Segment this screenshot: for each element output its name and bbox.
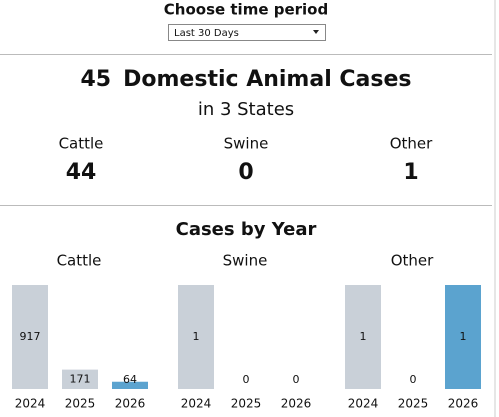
bar-value-label: 0 — [243, 373, 250, 386]
kpi-label: Cattle — [59, 135, 104, 153]
summary-title: 45 Domestic Animal Cases — [81, 67, 412, 92]
bar-value-label: 1 — [360, 330, 367, 343]
kpi-label: Other — [390, 135, 433, 153]
dropdown-value[interactable]: Last 30 Days — [174, 28, 239, 39]
bar-value-label: 171 — [70, 372, 91, 385]
dropdown-arrow[interactable] — [313, 30, 319, 34]
bar-value-label: 1 — [193, 330, 200, 343]
x-tick-label: 2024 — [15, 397, 46, 411]
x-tick-label: 2024 — [348, 397, 379, 411]
bar — [12, 285, 48, 389]
bar — [112, 381, 148, 389]
x-tick-label: 2025 — [65, 397, 96, 411]
section-title: Cases by Year — [176, 219, 317, 240]
x-tick-label: 2024 — [181, 397, 212, 411]
kpi-value: 44 — [66, 160, 97, 185]
dropdown-box[interactable] — [168, 24, 326, 41]
summary-text: Domestic Animal Cases — [123, 67, 411, 92]
x-tick-label: 2025 — [231, 397, 262, 411]
x-tick-label: 2026 — [281, 397, 312, 411]
x-tick-label: 2025 — [398, 397, 429, 411]
kpi-value: 0 — [238, 160, 253, 185]
bar-value-label: 64 — [123, 373, 137, 386]
bar-value-label: 0 — [410, 373, 417, 386]
summary-count: 45 — [81, 67, 112, 92]
chart-title: Swine — [223, 252, 268, 270]
x-tick-label: 2026 — [115, 397, 146, 411]
time-dropdown[interactable]: Last 30 Days — [168, 24, 326, 41]
kpi-label: Swine — [224, 135, 269, 153]
kpi-value: 1 — [403, 160, 418, 185]
chart-title: Other — [391, 252, 434, 270]
bar — [178, 285, 214, 389]
bar — [445, 285, 481, 389]
filter-label: Choose time period — [164, 1, 328, 19]
bar-value-label: 1 — [460, 330, 467, 343]
bar-value-label: 0 — [293, 373, 300, 386]
bar — [345, 285, 381, 389]
bar-value-label: 917 — [20, 330, 41, 343]
chart-title: Cattle — [57, 252, 102, 270]
x-tick-label: 2026 — [448, 397, 479, 411]
bar — [62, 369, 98, 389]
summary-subtitle: in 3 States — [198, 99, 294, 120]
